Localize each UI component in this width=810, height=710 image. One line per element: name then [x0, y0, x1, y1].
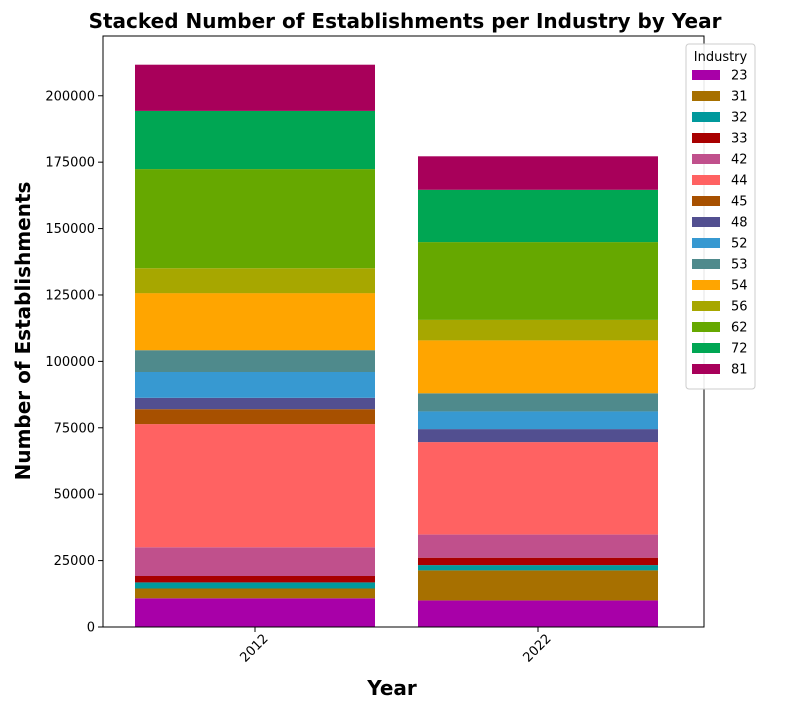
bar-segment-2012-23 — [135, 598, 375, 627]
bars-group — [135, 64, 658, 627]
legend: Industry 23 31 32 33 42 44 45 48 52 53 54 56 62 72 81 — [685, 43, 756, 390]
bar-segment-2012-32 — [135, 582, 375, 589]
bar-segment-2012-33 — [135, 576, 375, 583]
bar-segment-2012-53 — [135, 350, 375, 372]
legend-label-33: 33 — [731, 132, 748, 147]
bar-segment-2022-52 — [418, 411, 658, 430]
y-tick-label: 75000 — [54, 421, 95, 436]
legend-swatch-81 — [692, 364, 720, 374]
legend-swatch-53 — [692, 259, 720, 269]
legend-swatch-32 — [692, 112, 720, 122]
y-tick-label: 150000 — [45, 222, 95, 237]
legend-label-62: 62 — [731, 321, 748, 336]
legend-swatch-48 — [692, 217, 720, 227]
bar-segment-2022-33 — [418, 557, 658, 566]
y-tick-label: 175000 — [45, 156, 95, 171]
chart-title: Stacked Number of Establishments per Ind… — [89, 9, 722, 33]
legend-label-54: 54 — [731, 279, 748, 294]
bar-segment-2022-48 — [418, 429, 658, 443]
y-axis: 0 25000 50000 75000 100000 125000 150000 175000… — [45, 89, 103, 636]
bar-segment-2022-32 — [418, 565, 658, 571]
legend-label-44: 44 — [731, 174, 748, 189]
legend-swatch-42 — [692, 154, 720, 164]
x-tick-label: 2022 — [521, 632, 555, 666]
legend-label-42: 42 — [731, 153, 748, 168]
legend-swatch-33 — [692, 133, 720, 143]
bar-segment-2012-44 — [135, 424, 375, 548]
legend-label-52: 52 — [731, 237, 748, 252]
bar-segment-2022-53 — [418, 393, 658, 412]
bar-segment-2012-42 — [135, 547, 375, 576]
legend-label-56: 56 — [731, 300, 748, 315]
legend-label-81: 81 — [731, 363, 748, 378]
y-axis-label: Number of Establishments — [11, 182, 35, 481]
y-tick-label: 100000 — [45, 355, 95, 370]
bar-segment-2022-81 — [418, 156, 658, 190]
y-tick-label: 200000 — [45, 89, 95, 104]
y-tick-label: 0 — [87, 621, 95, 636]
bar-segment-2012-54 — [135, 293, 375, 351]
bar-segment-2012-52 — [135, 372, 375, 398]
bar-segment-2012-72 — [135, 110, 375, 170]
bar-segment-2022-23 — [418, 600, 658, 627]
bar-segment-2012-62 — [135, 169, 375, 269]
legend-label-32: 32 — [731, 111, 748, 126]
legend-title: Industry — [694, 50, 748, 65]
y-tick-label: 25000 — [54, 554, 95, 569]
bar-segment-2022-72 — [418, 189, 658, 243]
bar-segment-2012-45 — [135, 409, 375, 425]
x-tick-label: 2012 — [238, 632, 272, 666]
bar-segment-2022-42 — [418, 534, 658, 558]
legend-swatch-44 — [692, 175, 720, 185]
legend-label-23: 23 — [731, 69, 748, 84]
x-axis-label: Year — [366, 676, 417, 700]
bar-segment-2012-48 — [135, 397, 375, 410]
bar-segment-2012-31 — [135, 588, 375, 599]
legend-swatch-62 — [692, 322, 720, 332]
bar-segment-2022-31 — [418, 570, 658, 601]
bar-segment-2022-44 — [418, 442, 658, 535]
bar-segment-2012-81 — [135, 64, 375, 111]
legend-swatch-52 — [692, 238, 720, 248]
legend-label-45: 45 — [731, 195, 748, 210]
legend-label-48: 48 — [731, 216, 748, 231]
legend-swatch-31 — [692, 91, 720, 101]
bar-segment-2022-62 — [418, 242, 658, 320]
legend-label-53: 53 — [731, 258, 748, 273]
bar-segment-2022-54 — [418, 340, 658, 394]
x-axis: 2012 2022 — [238, 627, 555, 666]
bar-segment-2012-56 — [135, 268, 375, 294]
legend-label-31: 31 — [731, 90, 748, 105]
legend-swatch-45 — [692, 196, 720, 206]
bar-segment-2022-56 — [418, 319, 658, 341]
legend-label-72: 72 — [731, 342, 748, 357]
legend-swatch-23 — [692, 70, 720, 80]
legend-swatch-56 — [692, 301, 720, 311]
legend-swatch-72 — [692, 343, 720, 353]
y-tick-label: 125000 — [45, 288, 95, 303]
legend-swatch-54 — [692, 280, 720, 290]
y-tick-label: 50000 — [54, 488, 95, 503]
